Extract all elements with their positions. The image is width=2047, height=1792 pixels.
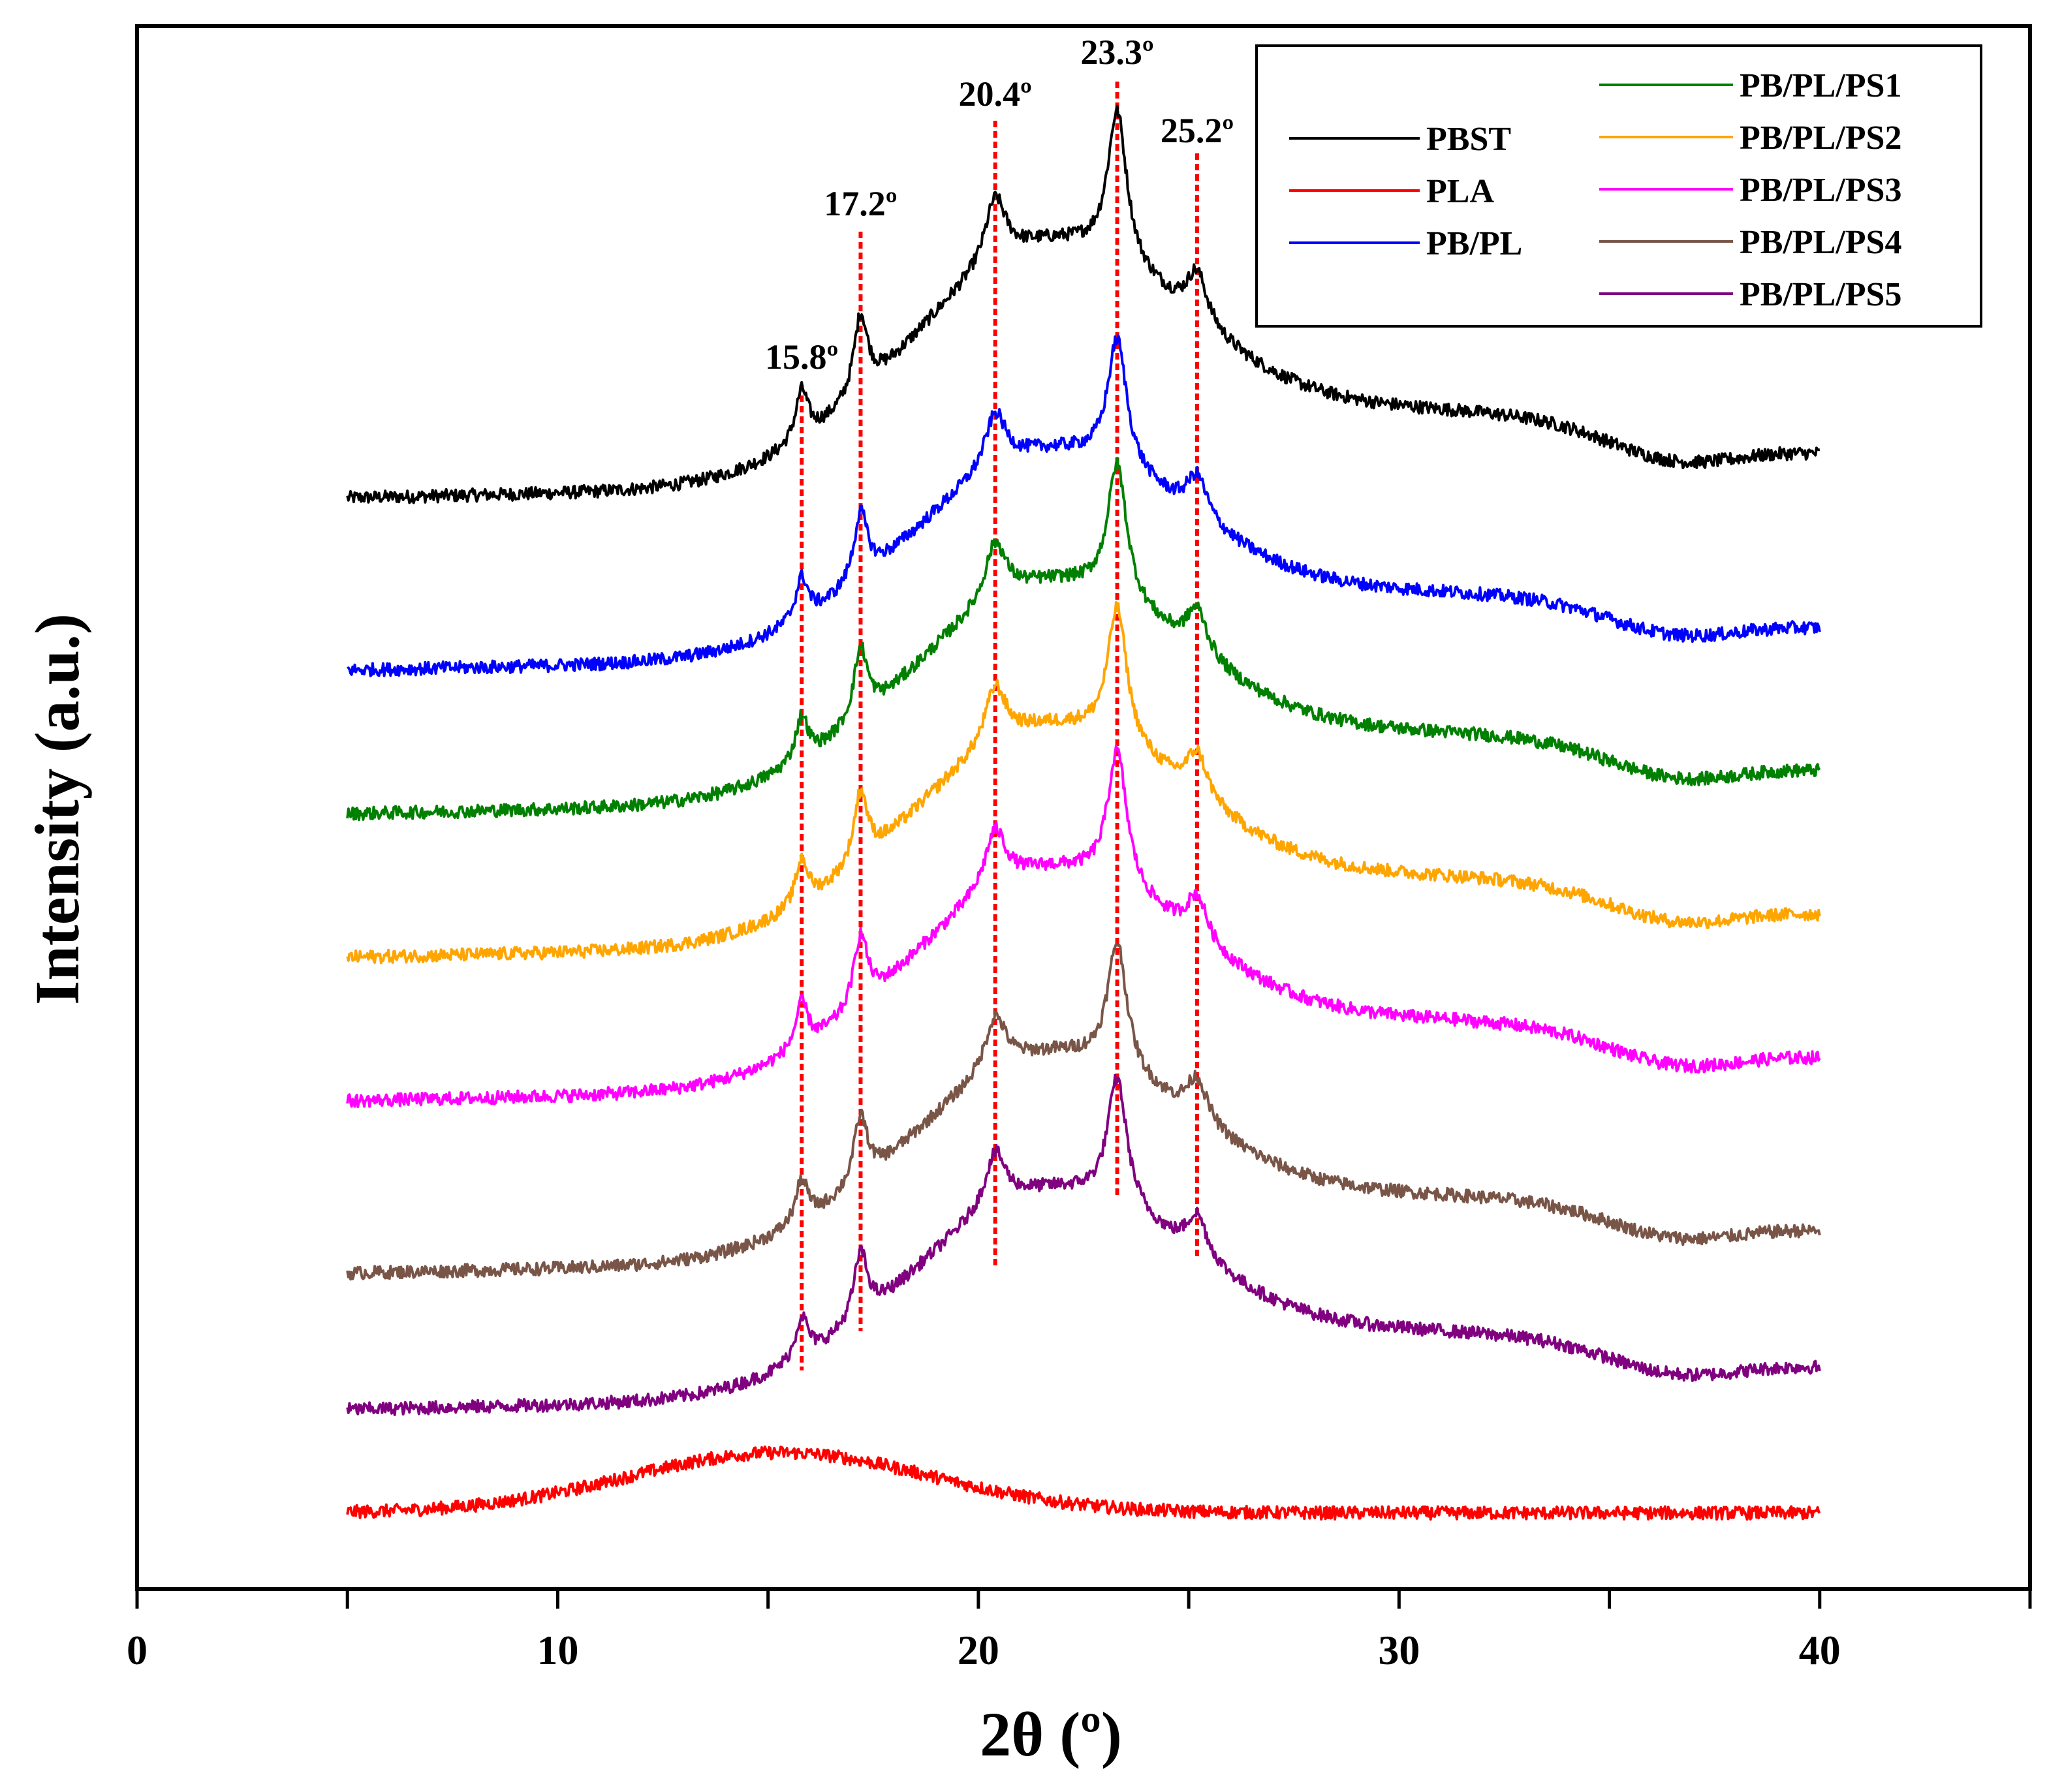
peak-label: 25.2º [1161,111,1234,150]
series-line-pla [346,1445,1821,1521]
peak-label: 23.3º [1080,33,1153,72]
peak-label: 17.2º [824,184,897,223]
peak-label: 20.4º [959,74,1032,114]
x-tick-label: 10 [537,1627,578,1673]
legend-label: PB/PL/PS5 [1740,276,1901,313]
x-tick-label: 20 [958,1627,999,1673]
x-tick-label: 0 [127,1627,148,1673]
series-line-pb-pl-ps2 [346,601,1821,965]
series-line-pbst [346,104,1820,504]
legend-label: PB/PL/PS1 [1740,67,1901,104]
series-line-pb-pl-ps3 [346,745,1821,1108]
series-line-pb-pl-ps1 [346,456,1821,822]
x-tick-label: 30 [1378,1627,1420,1673]
series-line-pb-pl [347,334,1821,677]
plot-frame [135,24,2032,1591]
x-axis-title: 2θ (º) [980,1699,1122,1769]
legend-label: PB/PL/PS2 [1740,119,1901,157]
legend-label: PB/PL/PS3 [1740,172,1901,209]
legend-label: PLA [1426,173,1494,210]
legend-label: PBST [1426,121,1511,158]
x-tick-label: 40 [1799,1627,1841,1673]
y-axis-title: Intensity (a.u.) [22,613,92,1005]
legend-box [1255,44,1982,328]
series-line-pb-pl-ps4 [346,942,1821,1281]
series-line-pb-pl-ps5 [346,1074,1821,1416]
legend-label: PB/PL/PS4 [1740,224,1901,261]
legend-label: PB/PL [1426,225,1522,262]
peak-label: 15.8º [765,337,838,377]
